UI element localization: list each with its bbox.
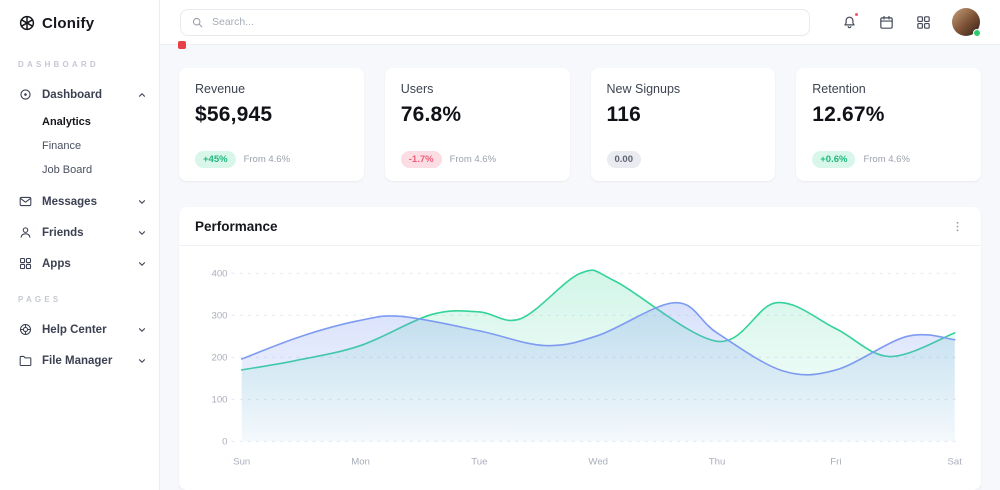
performance-card: Performance 0 100 200 300 400 Sun Mon Tue Wed Thu… (179, 207, 981, 490)
sidebar-item-friends[interactable]: Friends (18, 217, 159, 248)
user-icon (18, 225, 33, 240)
svg-text:Fri: Fri (830, 457, 841, 468)
sidebar: Clonify DASHBOARD Dashboard Analytics Fi… (0, 0, 160, 490)
clonify-logo-icon (18, 14, 36, 32)
chevron-down-icon (137, 259, 147, 269)
sidebar-item-dashboard[interactable]: Dashboard (18, 79, 159, 110)
stat-title: Revenue (195, 82, 246, 96)
sidebar-item-label: Friends (42, 226, 84, 239)
topbar-actions (841, 8, 981, 37)
svg-text:100: 100 (211, 394, 227, 405)
stat-badge: -1.7% (400, 151, 442, 168)
sidebar-item-apps[interactable]: Apps (18, 248, 159, 279)
sidebar-subitem-analytics[interactable]: Analytics (42, 116, 91, 128)
stat-note: From 4.6% (449, 154, 497, 165)
stat-card-users: Users 76.8% -1.7% From 4.6% (384, 68, 570, 181)
svg-text:Sat: Sat (948, 457, 963, 468)
lifebuoy-icon (18, 322, 33, 337)
chart-wrap: 0 100 200 300 400 Sun Mon Tue Wed Thu Fri Sat (179, 246, 981, 478)
notification-dot (854, 11, 859, 17)
sidebar-item-file-manager[interactable]: File Manager (18, 345, 159, 376)
stat-value: 76.8% (400, 103, 462, 126)
topbar (160, 0, 1000, 45)
performance-header: Performance (179, 207, 981, 246)
grid-icon (18, 256, 33, 271)
svg-text:Tue: Tue (471, 457, 487, 468)
kebab-menu-icon[interactable] (950, 219, 965, 234)
section-label-pages: PAGES (18, 295, 62, 304)
search-box[interactable] (180, 8, 810, 36)
content: Revenue $56,945 +45% From 4.6% Users 76.… (160, 45, 1000, 490)
svg-text:300: 300 (211, 310, 227, 321)
performance-title: Performance (195, 219, 278, 234)
chevron-down-icon (137, 197, 147, 207)
performance-chart: 0 100 200 300 400 Sun Mon Tue Wed Thu Fri Sat (211, 268, 963, 468)
section-label-dashboard: DASHBOARD (18, 60, 99, 69)
sidebar-item-label: File Manager (42, 354, 113, 367)
sidebar-subitem-job-board[interactable]: Job Board (42, 164, 93, 176)
avatar[interactable] (952, 8, 981, 37)
sidebar-subitem-finance[interactable]: Finance (42, 140, 82, 152)
brand-logo[interactable]: Clonify (18, 14, 159, 32)
disc-icon (18, 87, 33, 102)
search-input[interactable] (212, 16, 799, 28)
sidebar-item-label: Messages (42, 195, 97, 208)
stat-value: $56,945 (195, 103, 273, 126)
search-icon (191, 16, 204, 29)
stats-row: Revenue $56,945 +45% From 4.6% Users 76.… (179, 68, 981, 181)
svg-text:400: 400 (211, 268, 227, 279)
stat-value: 116 (606, 103, 641, 126)
svg-text:Wed: Wed (588, 457, 608, 468)
folder-icon (18, 353, 33, 368)
grid-menu-icon[interactable] (915, 14, 932, 31)
svg-text:Sun: Sun (233, 457, 250, 468)
sidebar-item-label: Apps (42, 257, 71, 270)
stat-card-new-signups: New Signups 116 0.00 (590, 68, 776, 181)
stat-card-revenue: Revenue $56,945 +45% From 4.6% (179, 68, 364, 181)
stat-badge: +45% (195, 151, 236, 168)
chevron-down-icon (137, 356, 147, 366)
sidebar-item-messages[interactable]: Messages (18, 186, 159, 217)
stat-note: From 4.6% (243, 154, 291, 165)
calendar-icon[interactable] (878, 14, 895, 31)
dashboard-submenu: Analytics Finance Job Board (18, 110, 159, 182)
sidebar-item-help-center[interactable]: Help Center (18, 314, 159, 345)
svg-text:Thu: Thu (709, 457, 726, 468)
mail-icon (18, 194, 33, 209)
svg-text:Mon: Mon (351, 457, 370, 468)
chevron-down-icon (137, 325, 147, 335)
bell-icon[interactable] (841, 11, 859, 31)
stat-title: New Signups (606, 82, 681, 96)
chevron-down-icon (137, 228, 147, 238)
stat-title: Users (400, 82, 434, 96)
online-status-dot (973, 29, 981, 37)
stat-note: From 4.6% (863, 154, 910, 165)
svg-text:0: 0 (222, 436, 227, 447)
chevron-up-icon (137, 90, 147, 100)
sidebar-item-label: Dashboard (42, 88, 103, 101)
main-area: Revenue $56,945 +45% From 4.6% Users 76.… (160, 0, 1000, 490)
svg-text:200: 200 (211, 352, 227, 363)
accent-mark (178, 41, 186, 49)
brand-name: Clonify (42, 14, 95, 32)
stat-badge: 0.00 (606, 151, 641, 168)
stat-value: 12.67% (812, 103, 885, 126)
stat-badge: +0.6% (812, 151, 856, 168)
sidebar-item-label: Help Center (42, 323, 107, 336)
stat-title: Retention (812, 82, 866, 96)
stat-card-retention: Retention 12.67% +0.6% From 4.6% (796, 68, 981, 181)
